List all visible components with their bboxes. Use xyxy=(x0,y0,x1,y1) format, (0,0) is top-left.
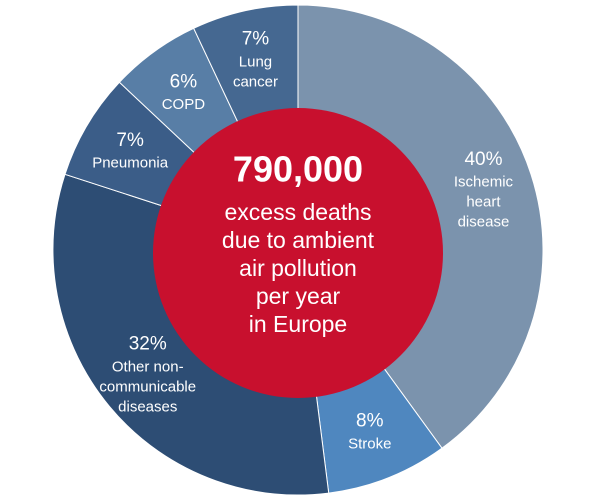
value-label: 40% xyxy=(464,149,502,170)
value-label: 32% xyxy=(129,333,167,354)
category-label: COPD xyxy=(162,96,206,113)
center-text: excess deaths due to ambient air pollution… xyxy=(222,199,375,337)
center-circle xyxy=(153,108,443,398)
category-label: Pneumonia xyxy=(92,155,169,172)
category-label: Stroke xyxy=(348,435,391,452)
value-label: 7% xyxy=(116,130,144,151)
value-label: 8% xyxy=(356,410,384,431)
category-label: Lung cancer xyxy=(233,54,278,91)
category-label: Other non-communicable diseases xyxy=(99,358,196,415)
value-label: 6% xyxy=(170,71,198,92)
category-label: Ischemic heart disease xyxy=(454,174,514,231)
center-value: 790,000 xyxy=(233,149,363,190)
value-label: 7% xyxy=(242,29,270,50)
